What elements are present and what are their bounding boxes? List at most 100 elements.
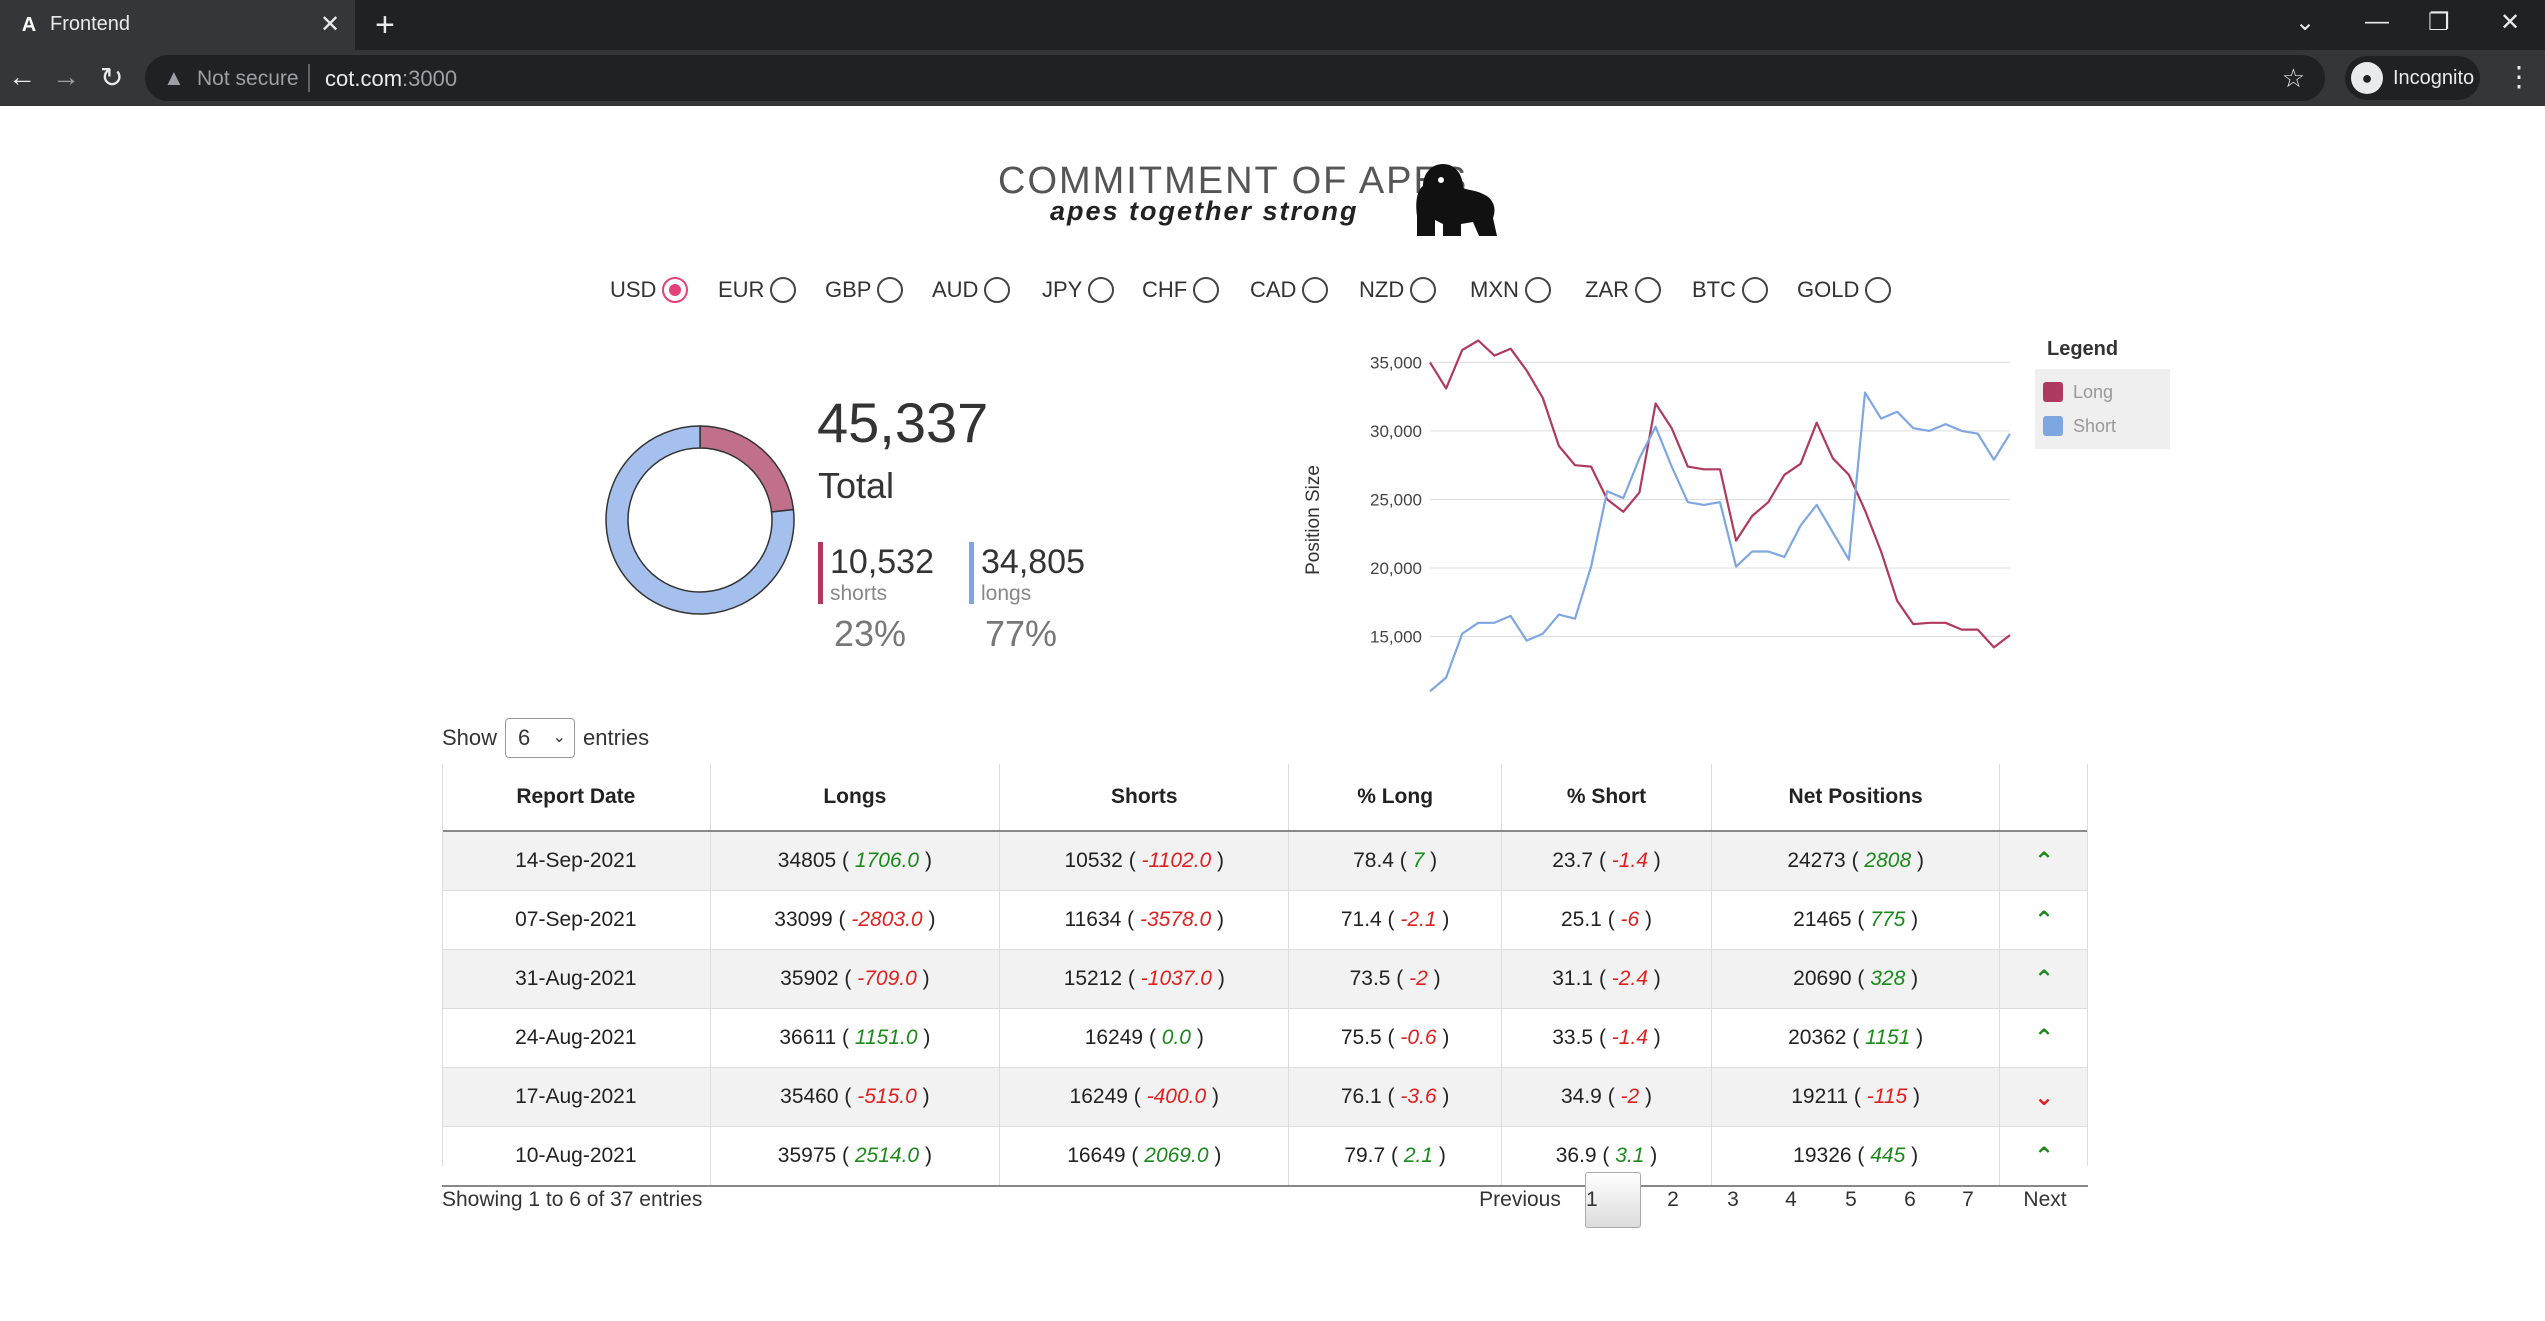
- column-header: [1999, 764, 2088, 832]
- legend-label-long: Long: [2073, 381, 2114, 402]
- column-header[interactable]: Report Date: [442, 764, 711, 832]
- currency-option-mxn[interactable]: MXN: [1470, 270, 1551, 310]
- currency-option-eur[interactable]: EUR: [718, 270, 797, 310]
- cell-longs: 34805 ( 1706.0 ): [709, 831, 1000, 891]
- currency-option-nzd[interactable]: NZD: [1359, 270, 1437, 310]
- window-close-icon[interactable]: ✕: [2500, 9, 2521, 36]
- cell-pct-short: 23.7 ( -1.4 ): [1500, 831, 1712, 891]
- value: 78.4: [1353, 849, 1394, 872]
- currency-label: EUR: [718, 277, 765, 302]
- back-icon[interactable]: ←: [8, 61, 36, 92]
- radio-button[interactable]: [770, 277, 797, 303]
- table-row: 10-Aug-2021 35975 ( 2514.0 ) 16649 ( 2069.…: [442, 1126, 2088, 1187]
- column-header[interactable]: Shorts: [999, 764, 1289, 832]
- cell-longs: 35460 ( -515.0 ): [709, 1067, 1000, 1127]
- page-button-6[interactable]: 6: [1904, 1188, 1916, 1211]
- minimize-icon[interactable]: —: [2365, 8, 2389, 35]
- page-button-2[interactable]: 2: [1667, 1188, 1679, 1211]
- currency-option-usd[interactable]: USD: [610, 270, 689, 310]
- column-header[interactable]: Longs: [709, 764, 1000, 832]
- cell-report-date: 14-Sep-2021: [442, 831, 711, 891]
- radio-button[interactable]: [1410, 277, 1437, 303]
- value: 34805: [777, 849, 837, 872]
- value: 76.1: [1340, 1085, 1382, 1108]
- currency-option-jpy[interactable]: JPY: [1042, 270, 1115, 310]
- donut-slice-longs[interactable]: [605, 425, 795, 615]
- currency-option-chf[interactable]: CHF: [1142, 270, 1220, 310]
- reload-icon[interactable]: ↻: [100, 62, 124, 93]
- currency-option-cad[interactable]: CAD: [1250, 270, 1329, 310]
- browser-tabbar: A Frontend ✕ + ⌄ — ❐ ✕: [0, 0, 2545, 50]
- legend-item-long[interactable]: Long: [2043, 375, 2162, 409]
- incognito-badge[interactable]: ● Incognito: [2345, 56, 2480, 100]
- cell-pct-long: 71.4 ( -2.1 ): [1288, 890, 1502, 950]
- close-tab-icon[interactable]: ✕: [320, 11, 341, 38]
- cell-pct-short: 33.5 ( -1.4 ): [1500, 1008, 1712, 1068]
- positions-table: Report Date Longs Shorts% Long% Short Net P…: [442, 764, 2088, 1187]
- radio-button[interactable]: [877, 277, 904, 303]
- value: 20362: [1788, 1026, 1847, 1049]
- legend-item-short[interactable]: Short: [2043, 409, 2162, 443]
- page-button-7[interactable]: 7: [1962, 1188, 1974, 1211]
- currency-option-gbp[interactable]: GBP: [825, 270, 904, 310]
- currency-option-aud[interactable]: AUD: [932, 270, 1011, 310]
- currency-label: USD: [610, 277, 657, 302]
- currency-selector: USD EUR GBP AUD JPY CHF CAD NZD MXN ZAR BTC GOLD: [610, 270, 1910, 310]
- cell-shorts: 10532 ( -1102.0 ): [999, 831, 1289, 891]
- radio-button[interactable]: [984, 277, 1011, 303]
- column-header[interactable]: Net Positions: [1711, 764, 2000, 832]
- new-tab-icon[interactable]: +: [375, 6, 395, 44]
- forward-icon[interactable]: →: [52, 61, 80, 92]
- radio-button[interactable]: [1193, 277, 1220, 303]
- incognito-label: Incognito: [2393, 67, 2475, 89]
- currency-label: ZAR: [1585, 277, 1629, 302]
- change-value: 3.1: [1615, 1144, 1645, 1167]
- shorts-percent: 23%: [834, 613, 907, 654]
- cell-longs: 36611 ( 1151.0 ): [709, 1008, 1000, 1068]
- page-button-4[interactable]: 4: [1785, 1188, 1797, 1211]
- logo-title: COMMITMENT OF APES: [998, 160, 1469, 202]
- page-button-5[interactable]: 5: [1845, 1188, 1857, 1211]
- change-value: 2808: [1864, 849, 1912, 872]
- radio-button[interactable]: [1742, 277, 1768, 303]
- currency-option-zar[interactable]: ZAR: [1585, 270, 1661, 310]
- change-value: 1706.0: [854, 849, 920, 872]
- column-header[interactable]: % Long: [1288, 764, 1502, 832]
- radio-button[interactable]: [1524, 277, 1551, 303]
- change-value: -115: [1866, 1085, 1908, 1108]
- radio-button[interactable]: [1088, 277, 1115, 303]
- shorts-label: shorts: [830, 582, 888, 605]
- cell-pct-long: 78.4 ( 7 ): [1288, 831, 1502, 891]
- restore-icon[interactable]: ❐: [2428, 9, 2450, 36]
- browser-menu-icon[interactable]: ⋮: [2505, 61, 2533, 92]
- cell-shorts: 11634 ( -3578.0 ): [999, 890, 1289, 950]
- currency-option-btc[interactable]: BTC: [1692, 270, 1768, 310]
- currency-label: NZD: [1359, 277, 1405, 302]
- value: 35902: [780, 967, 839, 990]
- bookmark-star-icon[interactable]: ☆: [2281, 63, 2305, 93]
- cell-shorts: 16649 ( 2069.0 ): [999, 1126, 1289, 1187]
- radio-button[interactable]: [1302, 277, 1329, 303]
- previous-page-button[interactable]: Previous: [1479, 1188, 1561, 1211]
- currency-option-gold[interactable]: GOLD: [1797, 270, 1892, 310]
- cell-pct-short: 31.1 ( -2.4 ): [1500, 949, 1712, 1009]
- page-button-1[interactable]: 1: [1585, 1172, 1641, 1228]
- page-size-select[interactable]: 6 ⌄: [505, 718, 576, 758]
- page-button-3[interactable]: 3: [1727, 1188, 1739, 1211]
- series-line-short[interactable]: [1429, 391, 2011, 693]
- tab-search-icon[interactable]: ⌄: [2295, 9, 2316, 36]
- next-page-button[interactable]: Next: [2023, 1188, 2067, 1211]
- column-header[interactable]: % Short: [1500, 764, 1712, 832]
- radio-button[interactable]: [1635, 277, 1661, 303]
- cell-longs: 33099 ( -2803.0 ): [709, 890, 1000, 950]
- address-separator: [308, 64, 310, 92]
- address-bar[interactable]: ▲ Not secure cot.com:3000 ☆: [145, 55, 2325, 101]
- longs-label: longs: [981, 582, 1032, 605]
- change-value: -3578.0: [1139, 908, 1212, 931]
- browser-tab[interactable]: A Frontend ✕: [0, 0, 355, 50]
- donut-slice-shorts[interactable]: [699, 425, 795, 513]
- series-line-long[interactable]: [1429, 339, 2011, 649]
- shorts-value: 10,532: [830, 543, 934, 581]
- radio-button[interactable]: [1865, 277, 1892, 303]
- radio-button[interactable]: [662, 277, 689, 303]
